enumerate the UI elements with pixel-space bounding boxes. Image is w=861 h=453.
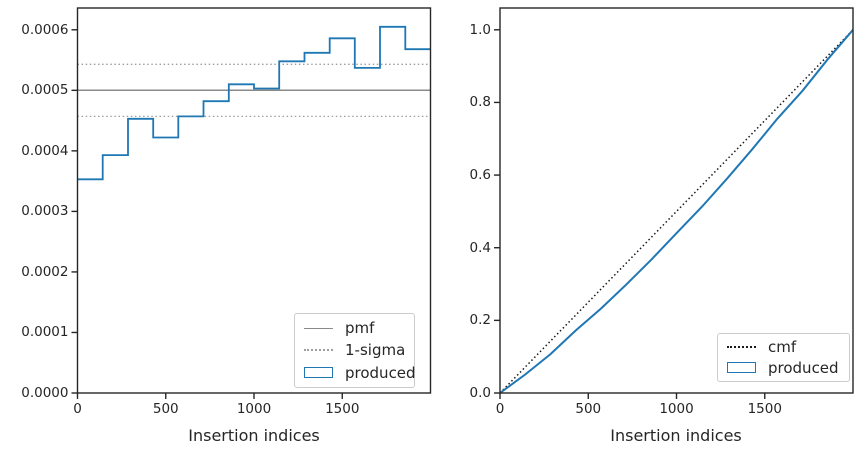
- legend-entry: cmf: [727, 337, 841, 358]
- legend-label: cmf: [768, 338, 797, 357]
- x-tick-label: 1000: [659, 401, 694, 417]
- right-x-axis-label: Insertion indices: [610, 426, 742, 445]
- x-tick-label: 1000: [236, 401, 272, 417]
- x-tick-label: 500: [152, 401, 179, 417]
- y-tick-label: 0.0000: [21, 385, 69, 401]
- y-tick-label: 0.0005: [21, 82, 69, 99]
- legend-label: 1-sigma: [345, 341, 406, 360]
- cmf-legend-sample-line: [727, 346, 756, 349]
- y-tick-label: 0.4: [469, 239, 491, 256]
- x-tick-label: 1500: [747, 401, 782, 417]
- right-legend: cmf produced: [717, 333, 850, 382]
- y-tick-label: 0.0003: [21, 203, 69, 220]
- left-legend: pmf 1-sigma produced: [294, 313, 416, 388]
- legend-label: produced: [345, 363, 416, 382]
- legend-label: pmf: [345, 319, 375, 338]
- pmf-legend-sample-line: [304, 327, 333, 329]
- y-tick-label: 0.0004: [21, 142, 69, 159]
- y-tick-label: 0.0001: [21, 324, 69, 341]
- y-tick-label: 0.2: [469, 312, 491, 329]
- x-tick-label: 0: [73, 401, 82, 417]
- produced-step: [77, 25, 431, 181]
- x-tick-label: 1500: [325, 401, 360, 417]
- 1-sigma-legend-sample-line: [304, 349, 333, 352]
- legend-entry: pmf: [304, 317, 406, 339]
- legend-entry: produced: [727, 358, 841, 379]
- produced-legend-sample-swatch: [727, 362, 756, 374]
- left-x-axis-label: Insertion indices: [188, 426, 320, 445]
- legend-entry: produced: [304, 362, 416, 384]
- x-tick-label: 500: [575, 401, 602, 417]
- y-tick-label: 0.0: [469, 385, 491, 401]
- y-tick-label: 0.6: [469, 167, 491, 184]
- y-tick-label: 0.0006: [21, 21, 69, 38]
- produced-legend-sample-swatch: [304, 367, 333, 379]
- produced-line: [499, 29, 854, 394]
- y-tick-label: 1.0: [469, 21, 491, 38]
- legend-label: produced: [768, 358, 839, 377]
- y-tick-label: 0.0002: [21, 263, 69, 280]
- y-tick-label: 0.8: [469, 94, 491, 111]
- x-tick-label: 0: [495, 401, 505, 417]
- legend-entry: 1-sigma: [304, 339, 406, 361]
